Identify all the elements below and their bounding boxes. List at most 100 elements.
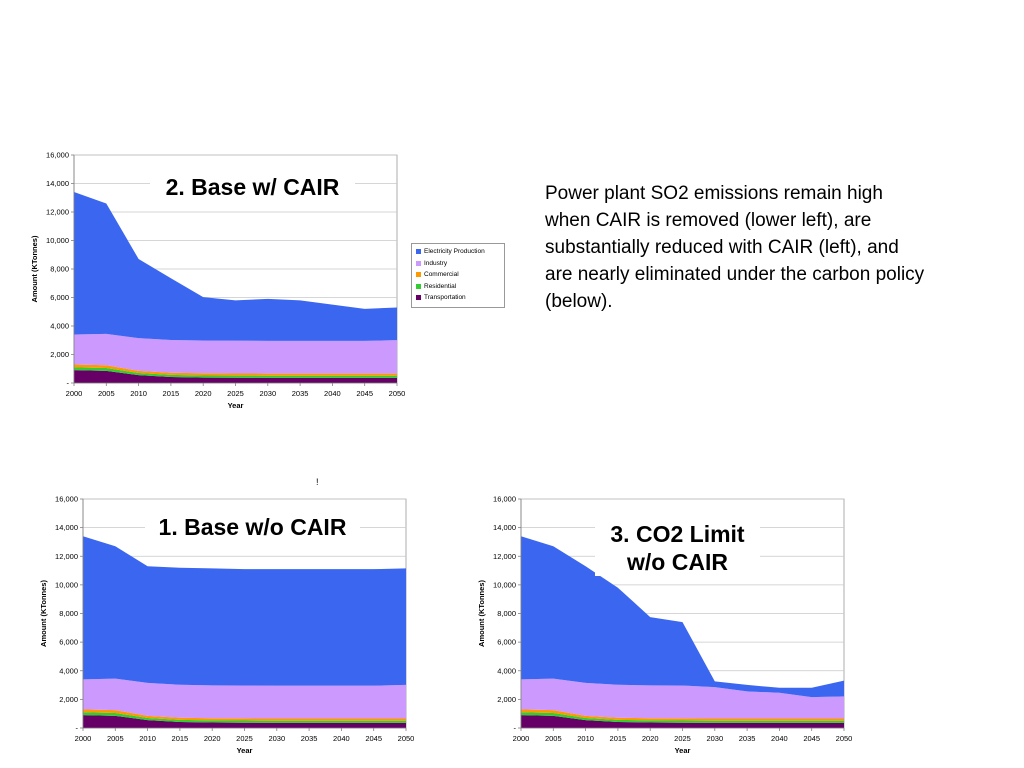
x-tick-label: 2035 <box>292 389 309 398</box>
chart-title-base-with-cair: 2. Base w/ CAIR <box>150 173 355 201</box>
y-tick-label: 14,000 <box>46 179 69 188</box>
legend-item-transportation: Transportation <box>416 292 500 304</box>
y-axis-title: Amount (KTonnes) <box>30 235 39 302</box>
legend-item-industry: Industry <box>416 258 500 270</box>
x-tick-label: 2010 <box>139 734 156 743</box>
y-tick-label: 8,000 <box>59 609 78 618</box>
area-transportation <box>83 715 406 728</box>
y-tick-label: 8,000 <box>497 609 516 618</box>
y-axis-title: Amount (KTonnes) <box>477 580 486 647</box>
y-tick-label: 14,000 <box>493 523 516 532</box>
x-tick-label: 2020 <box>195 389 212 398</box>
y-tick-label: 12,000 <box>55 552 78 561</box>
legend-item-electricity: Electricity Production <box>416 246 500 258</box>
area-commercial <box>74 364 397 376</box>
y-tick-label: 6,000 <box>50 293 69 302</box>
x-tick-label: 2000 <box>66 389 83 398</box>
x-axis-title: Year <box>237 746 253 755</box>
legend-label: Commercial <box>424 271 459 278</box>
y-axis-title: Amount (KTonnes) <box>39 580 48 647</box>
description-text: Power plant SO2 emissions remain high wh… <box>545 183 925 312</box>
x-tick-label: 2050 <box>836 734 853 743</box>
stray-mark: ! <box>316 477 319 487</box>
legend-label: Electricity Production <box>424 248 485 255</box>
y-tick-label: 2,000 <box>59 695 78 704</box>
y-tick-label: 4,000 <box>59 666 78 675</box>
x-tick-label: 2005 <box>545 734 562 743</box>
legend-swatch <box>416 260 421 266</box>
y-tick-label: 4,000 <box>50 322 69 331</box>
area-residential <box>74 367 397 378</box>
area-electricity-production <box>521 536 844 698</box>
x-tick-label: 2005 <box>98 389 115 398</box>
x-tick-label: 2050 <box>398 734 415 743</box>
x-tick-label: 2040 <box>324 389 341 398</box>
y-tick-label: - <box>76 724 79 733</box>
x-tick-label: 2000 <box>513 734 530 743</box>
legend-swatch <box>416 249 421 255</box>
x-tick-label: 2030 <box>259 389 276 398</box>
y-tick-label: 14,000 <box>55 523 78 532</box>
area-commercial <box>521 709 844 721</box>
y-tick-label: 2,000 <box>497 695 516 704</box>
area-residential <box>521 712 844 723</box>
area-transportation <box>521 715 844 728</box>
x-tick-label: 2025 <box>236 734 253 743</box>
x-tick-label: 2045 <box>803 734 820 743</box>
chart-title-co2-limit: 3. CO2 Limit w/o CAIR <box>595 520 760 576</box>
legend-label: Transportation <box>424 294 466 301</box>
y-tick-label: 12,000 <box>493 552 516 561</box>
y-tick-label: - <box>67 379 70 388</box>
x-tick-label: 2015 <box>172 734 189 743</box>
legend-swatch <box>416 295 421 301</box>
y-tick-label: 16,000 <box>46 151 69 160</box>
y-tick-label: - <box>514 724 517 733</box>
x-tick-label: 2015 <box>163 389 180 398</box>
x-tick-label: 2000 <box>75 734 92 743</box>
x-tick-label: 2035 <box>739 734 756 743</box>
x-tick-label: 2020 <box>204 734 221 743</box>
x-tick-label: 2045 <box>365 734 382 743</box>
y-tick-label: 4,000 <box>497 666 516 675</box>
x-tick-label: 2010 <box>130 389 147 398</box>
y-tick-label: 8,000 <box>50 265 69 274</box>
x-tick-label: 2005 <box>107 734 124 743</box>
x-tick-label: 2050 <box>389 389 406 398</box>
x-axis-title: Year <box>675 746 691 755</box>
y-tick-label: 16,000 <box>493 495 516 504</box>
area-commercial <box>83 709 406 721</box>
legend-item-commercial: Commercial <box>416 269 500 281</box>
area-industry <box>74 333 397 374</box>
y-tick-label: 16,000 <box>55 495 78 504</box>
x-tick-label: 2030 <box>268 734 285 743</box>
y-tick-label: 6,000 <box>59 638 78 647</box>
y-tick-label: 2,000 <box>50 350 69 359</box>
y-tick-label: 6,000 <box>497 638 516 647</box>
x-tick-label: 2025 <box>674 734 691 743</box>
y-tick-label: 10,000 <box>46 236 69 245</box>
x-tick-label: 2040 <box>771 734 788 743</box>
x-tick-label: 2040 <box>333 734 350 743</box>
area-residential <box>83 712 406 723</box>
x-tick-label: 2010 <box>577 734 594 743</box>
area-industry <box>83 678 406 719</box>
legend-label: Industry <box>424 259 448 267</box>
legend-label: Residential <box>424 282 457 290</box>
x-tick-label: 2025 <box>227 389 244 398</box>
x-tick-label: 2030 <box>706 734 723 743</box>
area-electricity-production <box>83 536 406 686</box>
area-electricity-production <box>74 192 397 341</box>
x-tick-label: 2045 <box>356 389 373 398</box>
legend-item-residential: Residential <box>416 281 500 293</box>
x-tick-label: 2020 <box>642 734 659 743</box>
y-tick-label: 10,000 <box>493 580 516 589</box>
area-transportation <box>74 370 397 383</box>
legend-swatch <box>416 283 421 289</box>
x-tick-label: 2035 <box>301 734 318 743</box>
x-tick-label: 2015 <box>610 734 627 743</box>
y-tick-label: 12,000 <box>46 208 69 217</box>
area-industry <box>521 678 844 719</box>
chart-legend: Electricity Production Industry Commerci… <box>411 243 505 308</box>
x-axis-title: Year <box>228 401 244 410</box>
chart-title-base-without-cair: 1. Base w/o CAIR <box>145 513 360 541</box>
